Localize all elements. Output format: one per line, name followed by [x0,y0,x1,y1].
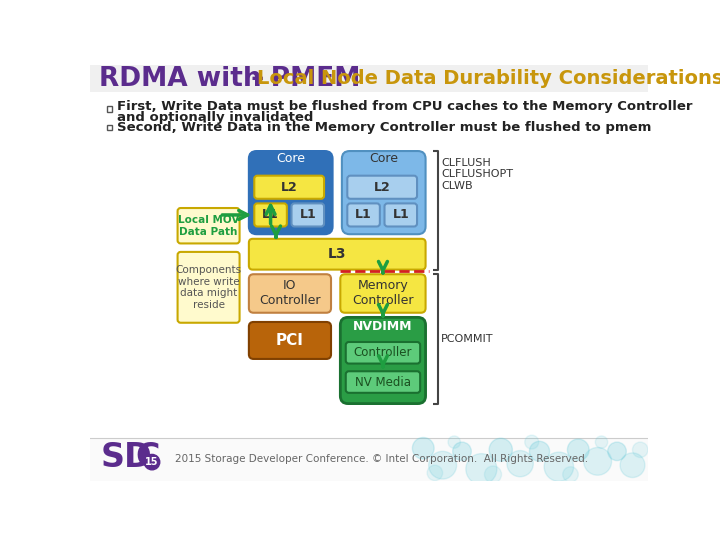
FancyBboxPatch shape [292,204,324,226]
FancyBboxPatch shape [347,176,417,199]
Text: L1: L1 [392,208,409,221]
FancyBboxPatch shape [342,151,426,234]
Circle shape [584,448,611,475]
Text: PCI: PCI [276,333,304,348]
Text: L2: L2 [374,181,390,194]
Text: CLFLUSH: CLFLUSH [441,158,491,167]
Circle shape [144,455,160,470]
FancyBboxPatch shape [341,318,426,403]
FancyBboxPatch shape [249,151,333,234]
Circle shape [489,438,513,461]
Circle shape [453,442,472,461]
Text: L2: L2 [281,181,297,194]
Text: C: C [135,441,159,474]
Text: 15: 15 [145,457,158,467]
Bar [90,65,648,92]
Circle shape [567,439,589,461]
Circle shape [413,437,434,459]
Circle shape [448,436,461,448]
Text: 2015 Storage Developer Conference. © Intel Corporation.  All Rights Reserved.: 2015 Storage Developer Conference. © Int… [175,454,588,464]
FancyBboxPatch shape [346,372,420,393]
FancyBboxPatch shape [254,204,287,226]
FancyBboxPatch shape [249,274,331,313]
Text: L1: L1 [262,208,279,221]
Bar [107,106,112,112]
Circle shape [427,465,443,481]
FancyBboxPatch shape [384,204,417,226]
Circle shape [544,452,574,481]
Circle shape [466,454,497,484]
Text: Memory
Controller: Memory Controller [352,280,414,307]
Text: CLWB: CLWB [441,181,473,191]
Circle shape [563,467,578,482]
Text: L1: L1 [300,208,316,221]
Circle shape [428,451,456,479]
Text: L1: L1 [355,208,372,221]
Text: Controller: Controller [354,346,412,359]
Text: and optionally invalidated: and optionally invalidated [117,111,313,124]
FancyBboxPatch shape [341,274,426,313]
Circle shape [525,435,539,449]
Circle shape [529,441,549,461]
Circle shape [595,436,608,448]
Text: Local Node Data Durability Considerations: Local Node Data Durability Consideration… [256,69,720,88]
FancyBboxPatch shape [254,176,324,199]
Bar [107,125,112,130]
Circle shape [620,453,645,477]
Text: First, Write Data must be flushed from CPU caches to the Memory Controller: First, Write Data must be flushed from C… [117,100,693,113]
Text: Core: Core [369,152,398,165]
FancyBboxPatch shape [178,208,240,244]
Text: NVDIMM: NVDIMM [354,320,413,333]
Text: RDMA with PMEM: RDMA with PMEM [99,66,361,92]
FancyBboxPatch shape [347,204,380,226]
FancyBboxPatch shape [346,342,420,363]
Text: L3: L3 [328,247,346,261]
Circle shape [608,442,626,461]
FancyBboxPatch shape [178,252,240,323]
Circle shape [507,450,534,477]
Circle shape [485,466,502,483]
Text: SD: SD [101,441,153,474]
Text: NV Media: NV Media [355,375,411,389]
Text: IO
Controller: IO Controller [259,280,320,307]
Text: Core: Core [276,152,305,165]
Text: Second, Write Data in the Memory Controller must be flushed to pmem: Second, Write Data in the Memory Control… [117,122,652,134]
Text: Local MOV
Data Path: Local MOV Data Path [178,215,239,237]
Bar [90,438,648,481]
Text: PCOMMIT: PCOMMIT [441,334,494,344]
Text: –: – [242,66,274,92]
Text: Components
where write
data might
reside: Components where write data might reside [176,265,242,310]
Circle shape [632,442,648,457]
Text: CLFLUSHOPT: CLFLUSHOPT [441,169,513,179]
FancyBboxPatch shape [249,322,331,359]
FancyBboxPatch shape [249,239,426,269]
